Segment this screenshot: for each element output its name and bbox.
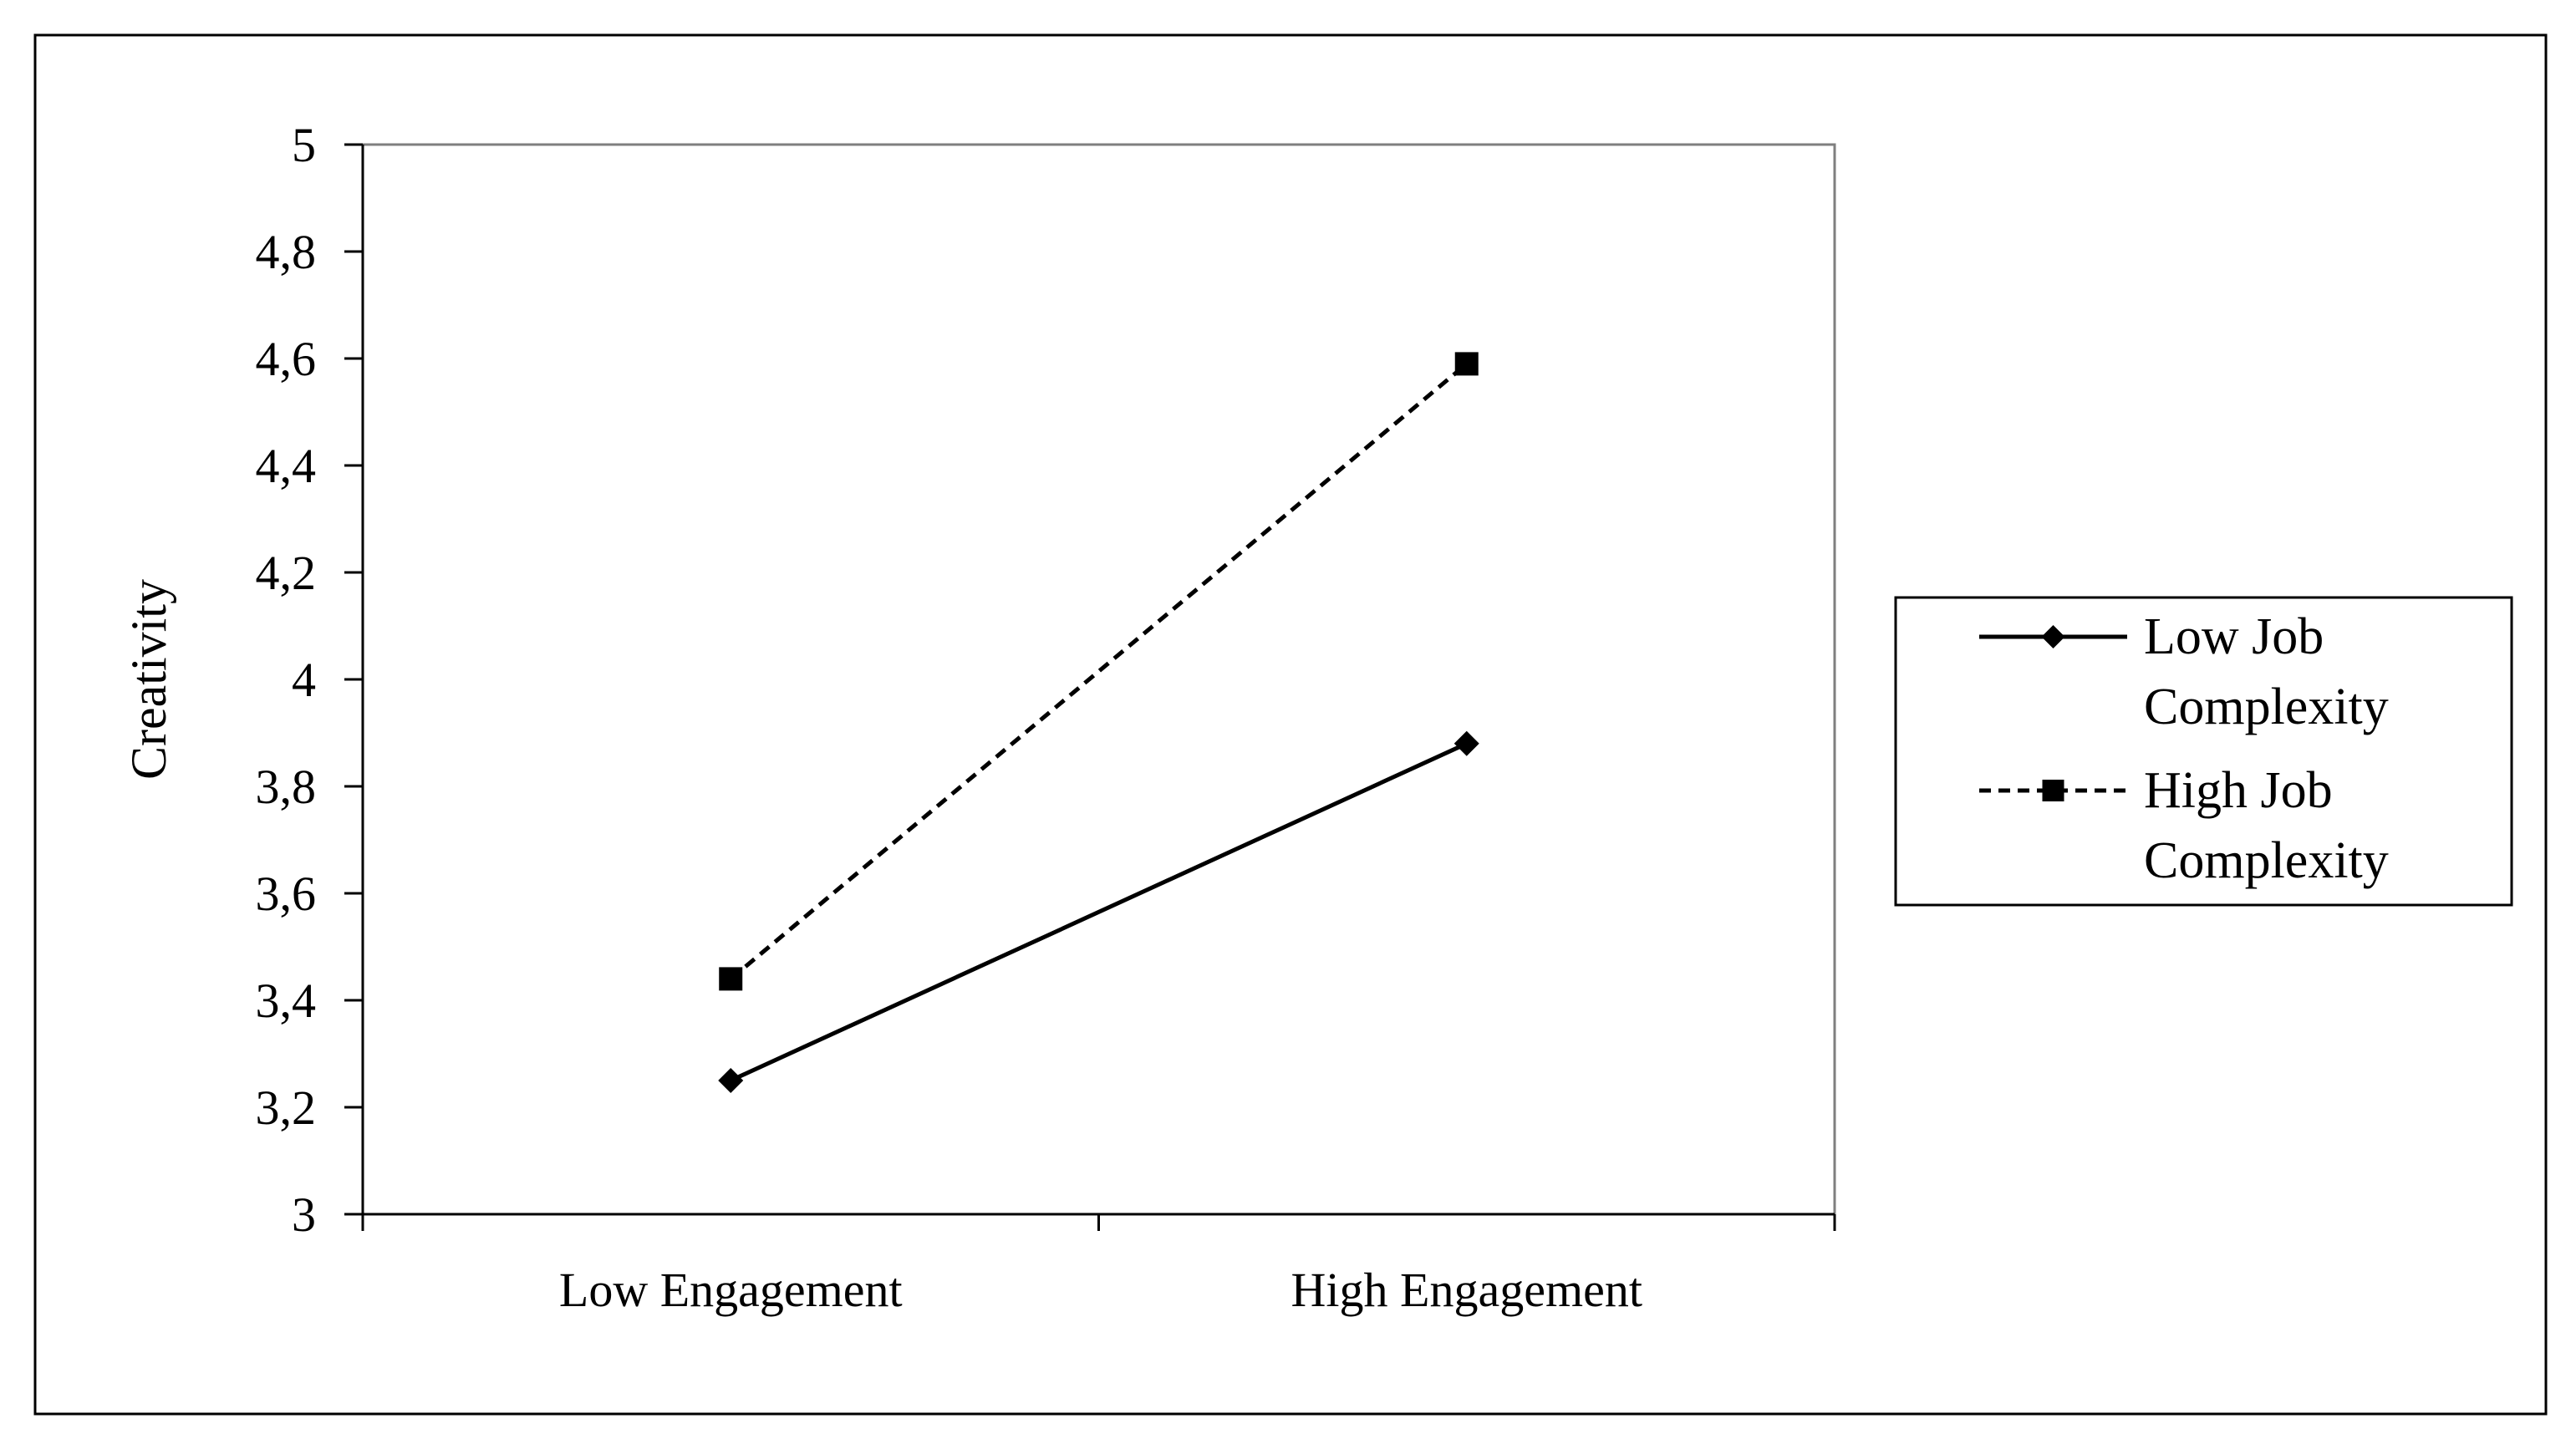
legend-label: Complexity (2144, 832, 2389, 889)
series-line (730, 741, 1468, 1083)
series-0 (718, 730, 1479, 1093)
legend-marker (2041, 625, 2065, 648)
series-line (729, 362, 1469, 981)
series-layer (718, 352, 1479, 1093)
data-point (1454, 352, 1479, 376)
y-tick-label: 3,2 (256, 1081, 317, 1135)
legend: Low Job Complexity High Job Complexity (1894, 596, 2513, 907)
legend-label: High Job (2144, 762, 2333, 819)
y-tick-label: 4,4 (256, 439, 317, 493)
legend-marker (2042, 780, 2064, 801)
series-1 (719, 352, 1479, 991)
legend-item: High Job Complexity (1979, 762, 2389, 889)
x-tick-label: Low Engagement (559, 1263, 903, 1317)
legend-item: Low Job Complexity (1979, 608, 2389, 735)
y-tick-label: 5 (292, 118, 316, 172)
data-point (1453, 730, 1479, 756)
legend-items: Low Job Complexity High Job Complexity (1979, 608, 2389, 889)
y-tick-label: 4 (292, 653, 316, 707)
y-axis-title: Creativity (121, 579, 176, 780)
y-tick-label: 4,8 (256, 225, 317, 279)
legend-box (1894, 596, 2513, 907)
y-tick-label: 3,6 (256, 867, 317, 921)
legend-label: Low Job (2144, 608, 2324, 665)
x-axis: Low Engagement High Engagement (361, 1213, 1836, 1317)
data-point (718, 1068, 744, 1093)
y-tick-label: 4,6 (256, 332, 317, 386)
x-tick-label: High Engagement (1291, 1263, 1642, 1317)
y-axis: 3 3,2 3,4 3,6 3,8 4 4,2 4,4 4,6 4,8 5 (256, 118, 364, 1242)
legend-label: Complexity (2144, 679, 2389, 735)
data-point (719, 967, 743, 991)
y-tick-label: 4,2 (256, 546, 317, 600)
y-tick-label: 3,4 (256, 974, 317, 1028)
y-tick-label: 3,8 (256, 760, 317, 814)
y-tick-label: 3 (292, 1187, 316, 1242)
